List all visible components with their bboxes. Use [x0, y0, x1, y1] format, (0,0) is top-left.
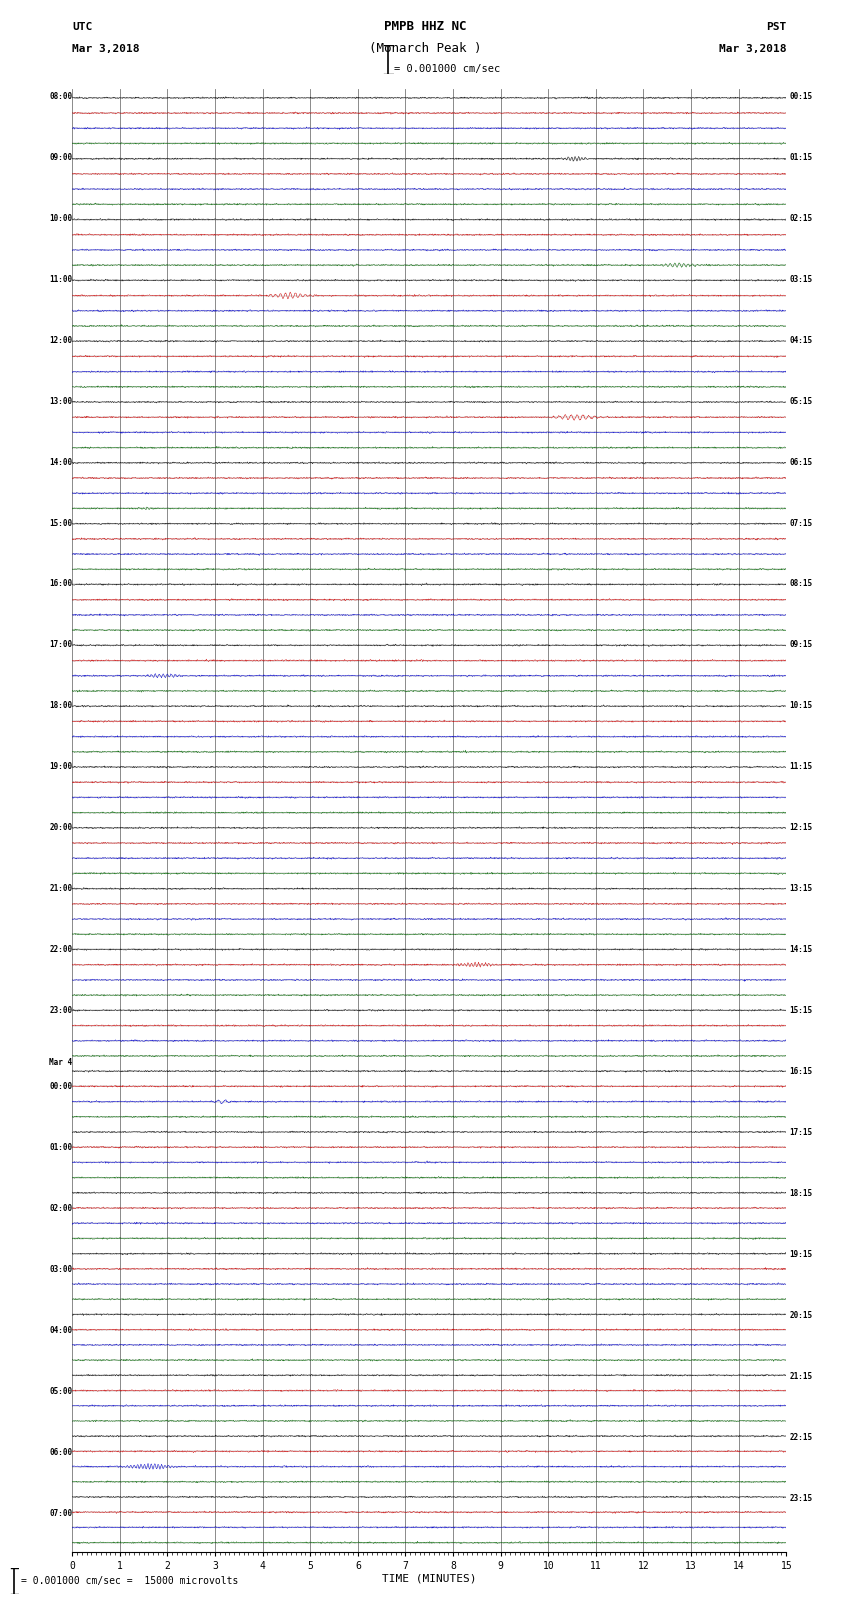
Text: 08:15: 08:15	[790, 579, 813, 589]
Text: 02:15: 02:15	[790, 215, 813, 223]
Text: 15:00: 15:00	[49, 518, 72, 527]
Text: 04:15: 04:15	[790, 336, 813, 345]
Text: 17:15: 17:15	[790, 1127, 813, 1137]
Text: 22:15: 22:15	[790, 1432, 813, 1442]
Text: 20:00: 20:00	[49, 823, 72, 832]
Text: 07:00: 07:00	[49, 1510, 72, 1518]
Text: 10:00: 10:00	[49, 215, 72, 223]
Text: 06:15: 06:15	[790, 458, 813, 466]
Text: 15:15: 15:15	[790, 1007, 813, 1015]
Text: 12:00: 12:00	[49, 336, 72, 345]
X-axis label: TIME (MINUTES): TIME (MINUTES)	[382, 1574, 477, 1584]
Text: 13:15: 13:15	[790, 884, 813, 894]
Text: 13:00: 13:00	[49, 397, 72, 405]
Text: 21:15: 21:15	[790, 1373, 813, 1381]
Text: 14:00: 14:00	[49, 458, 72, 466]
Text: 18:15: 18:15	[790, 1189, 813, 1198]
Text: Mar 3,2018: Mar 3,2018	[72, 44, 139, 53]
Text: 08:00: 08:00	[49, 92, 72, 102]
Text: 09:15: 09:15	[790, 640, 813, 650]
Text: 11:15: 11:15	[790, 763, 813, 771]
Text: 04:00: 04:00	[49, 1326, 72, 1336]
Text: 06:00: 06:00	[49, 1448, 72, 1457]
Text: 18:00: 18:00	[49, 702, 72, 710]
Text: = 0.001000 cm/sec: = 0.001000 cm/sec	[394, 65, 500, 74]
Text: 23:15: 23:15	[790, 1494, 813, 1503]
Text: 00:00: 00:00	[49, 1082, 72, 1092]
Text: 21:00: 21:00	[49, 884, 72, 894]
Text: 12:15: 12:15	[790, 823, 813, 832]
Text: 01:15: 01:15	[790, 153, 813, 161]
Text: PMPB HHZ NC: PMPB HHZ NC	[383, 19, 467, 34]
Text: 01:00: 01:00	[49, 1144, 72, 1152]
Text: 17:00: 17:00	[49, 640, 72, 650]
Text: 16:15: 16:15	[790, 1068, 813, 1076]
Text: 22:00: 22:00	[49, 945, 72, 955]
Text: 00:15: 00:15	[790, 92, 813, 102]
Text: 11:00: 11:00	[49, 274, 72, 284]
Text: (Monarch Peak ): (Monarch Peak )	[369, 42, 481, 55]
Text: 19:00: 19:00	[49, 763, 72, 771]
Text: 10:15: 10:15	[790, 702, 813, 710]
Text: 03:00: 03:00	[49, 1265, 72, 1274]
Text: 07:15: 07:15	[790, 518, 813, 527]
Text: 03:15: 03:15	[790, 274, 813, 284]
Text: PST: PST	[766, 21, 786, 32]
Text: 05:00: 05:00	[49, 1387, 72, 1397]
Text: 16:00: 16:00	[49, 579, 72, 589]
Text: 19:15: 19:15	[790, 1250, 813, 1260]
Text: 05:15: 05:15	[790, 397, 813, 405]
Text: Mar 4: Mar 4	[49, 1058, 72, 1068]
Text: 14:15: 14:15	[790, 945, 813, 955]
Text: 20:15: 20:15	[790, 1311, 813, 1319]
Text: = 0.001000 cm/sec =  15000 microvolts: = 0.001000 cm/sec = 15000 microvolts	[21, 1576, 239, 1586]
Text: Mar 3,2018: Mar 3,2018	[719, 44, 786, 53]
Text: 23:00: 23:00	[49, 1007, 72, 1015]
Text: 09:00: 09:00	[49, 153, 72, 161]
Text: 02:00: 02:00	[49, 1205, 72, 1213]
Text: UTC: UTC	[72, 21, 93, 32]
